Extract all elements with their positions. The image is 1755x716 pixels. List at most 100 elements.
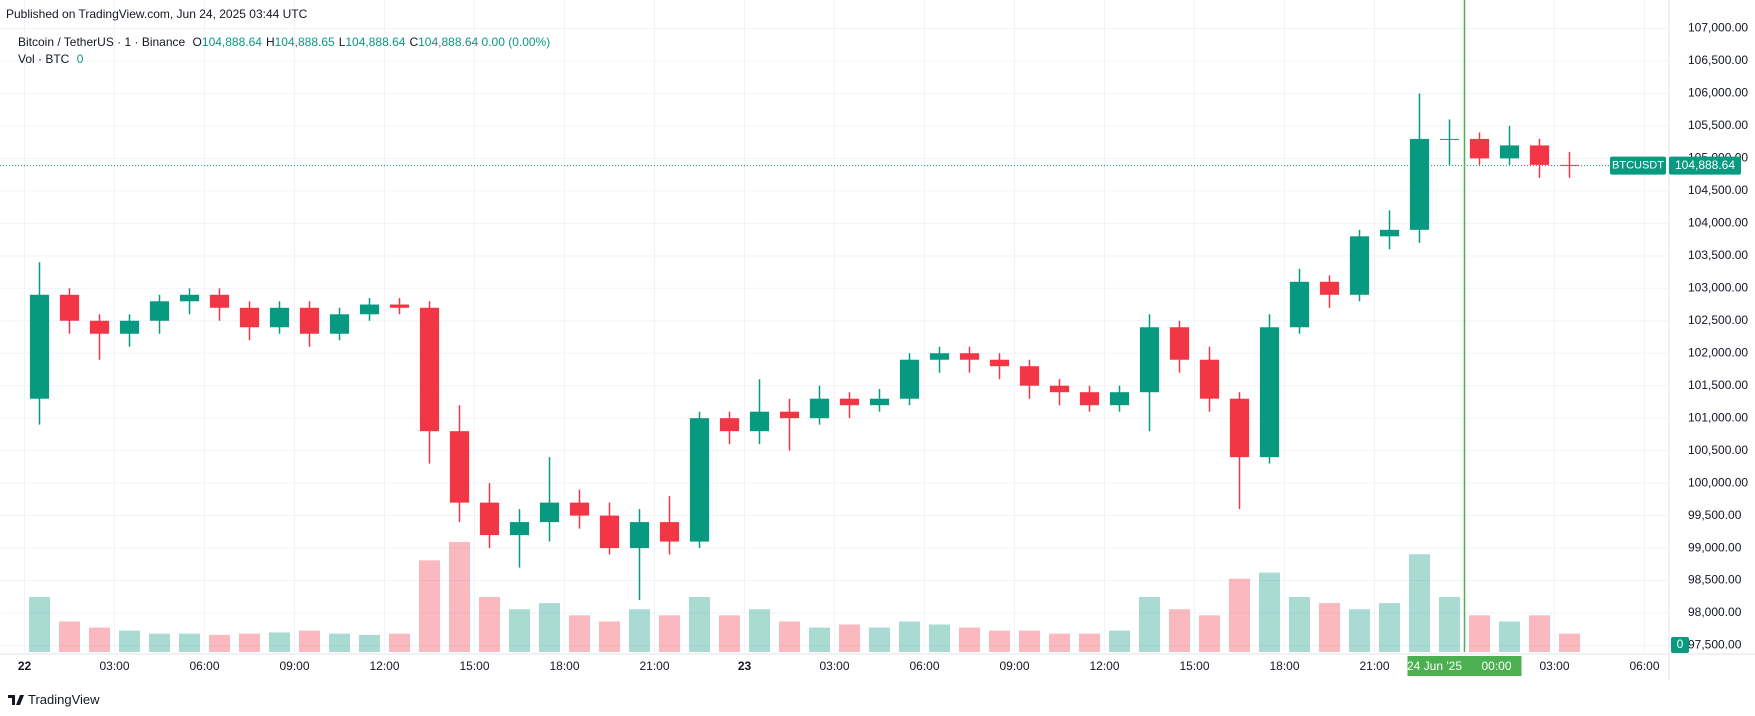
volume-bar	[1469, 615, 1490, 652]
x-tick-label: 23	[738, 659, 752, 673]
candle-body	[269, 307, 290, 328]
x-tick-label: 06:00	[189, 659, 219, 673]
candle-body	[449, 431, 470, 503]
candle-body	[29, 294, 50, 399]
candle-body	[749, 411, 770, 432]
candle-body	[1379, 229, 1400, 237]
volume-bar	[989, 630, 1010, 652]
volume-bar	[959, 627, 980, 652]
candle-body	[869, 398, 890, 406]
y-tick-label: 103,000.00	[1688, 280, 1748, 294]
volume-tag-box	[1671, 637, 1689, 653]
candle-body	[119, 320, 140, 334]
volume-bar	[1439, 597, 1460, 652]
candle-body	[329, 314, 350, 334]
volume-bar	[479, 597, 500, 652]
y-tick-label: 101,000.00	[1688, 410, 1748, 424]
y-tick-label: 104,500.00	[1688, 183, 1748, 197]
volume-bar	[1019, 630, 1040, 652]
candle-body	[719, 418, 740, 432]
candle-body	[1529, 145, 1550, 165]
y-tick-label: 99,000.00	[1688, 540, 1742, 554]
volume-bar	[149, 633, 170, 652]
volume-bar	[209, 634, 230, 652]
footer-logo: TradingView	[8, 692, 100, 707]
volume-bar	[1169, 609, 1190, 652]
volume-bar	[89, 627, 110, 652]
ohlc-key: L	[338, 35, 346, 49]
volume-bar	[1289, 597, 1310, 652]
x-tick-label: 18:00	[1269, 659, 1299, 673]
y-tick-label: 98,000.00	[1688, 605, 1742, 619]
candle-body	[809, 398, 830, 419]
candle-body	[659, 522, 680, 542]
volume-bar	[1079, 633, 1100, 652]
candle-body	[89, 320, 110, 334]
y-tick-label: 105,500.00	[1688, 118, 1748, 132]
y-tick-label: 100,000.00	[1688, 475, 1748, 489]
volume-bar	[1319, 603, 1340, 652]
candle-body	[59, 294, 80, 321]
volume-bar	[179, 633, 200, 652]
candle-body	[359, 304, 380, 315]
y-tick-label: 103,500.00	[1688, 248, 1748, 262]
y-tick-label: 102,500.00	[1688, 313, 1748, 327]
x-tick-label: 12:00	[369, 659, 399, 673]
y-tick-label: 106,000.00	[1688, 86, 1748, 100]
last-price-label: 104,888.64	[1675, 158, 1735, 172]
y-tick-label: 102,000.00	[1688, 345, 1748, 359]
volume-bar	[539, 603, 560, 652]
candle-body	[1319, 281, 1340, 295]
y-tick-label: 106,500.00	[1688, 53, 1748, 67]
volume-bar	[1049, 633, 1070, 652]
volume-bar	[119, 630, 140, 652]
candle-body	[1469, 138, 1490, 159]
candle-body	[1439, 138, 1460, 140]
volume-bar	[269, 632, 290, 652]
volume-bar	[1259, 572, 1280, 652]
x-tick-label: 18:00	[549, 659, 579, 673]
volume-bar	[419, 560, 440, 652]
volume-bar	[509, 609, 530, 652]
volume-bar	[1529, 615, 1550, 652]
legend: Bitcoin / TetherUS · 1 · Binance O104,88…	[18, 35, 550, 49]
x-tick-label: 06:00	[1629, 659, 1659, 673]
candle-body	[899, 359, 920, 399]
y-tick-label: 98,500.00	[1688, 573, 1742, 587]
volume-bar	[869, 627, 890, 652]
last-price-box	[1669, 156, 1741, 175]
volume-bar	[1499, 621, 1520, 652]
candle-body	[389, 304, 410, 308]
ohlc-key: H	[265, 35, 275, 49]
x-tick-label: 09:00	[999, 659, 1029, 673]
ohlc-value: 104,888.64	[201, 35, 262, 49]
volume-bar	[899, 621, 920, 652]
candle-body	[1109, 392, 1130, 406]
x-tick-label: 12:00	[1089, 659, 1119, 673]
volume-bar	[749, 609, 770, 652]
candle-body	[479, 502, 500, 536]
volume-bar	[1199, 615, 1220, 652]
volume-bar	[29, 597, 50, 652]
volume-bar	[59, 621, 80, 652]
crosshair-time: 00:00	[1481, 659, 1511, 673]
x-tick-label: 09:00	[279, 659, 309, 673]
x-tick-label: 03:00	[1539, 659, 1569, 673]
x-tick-label: 15:00	[1179, 659, 1209, 673]
y-tick-label: 99,500.00	[1688, 508, 1742, 522]
candle-body	[1049, 385, 1070, 393]
volume-bar	[449, 542, 470, 652]
y-tick-label: 101,500.00	[1688, 378, 1748, 392]
candle-body	[209, 294, 230, 308]
volume-bar	[659, 615, 680, 652]
candle-body	[599, 515, 620, 549]
volume-bar	[359, 634, 380, 652]
candle-body	[959, 353, 980, 360]
candle-body	[629, 522, 650, 549]
volume-bar	[569, 615, 590, 652]
volume-bar	[1109, 630, 1130, 652]
candle-body	[779, 411, 800, 419]
x-tick-label: 22	[18, 659, 32, 673]
